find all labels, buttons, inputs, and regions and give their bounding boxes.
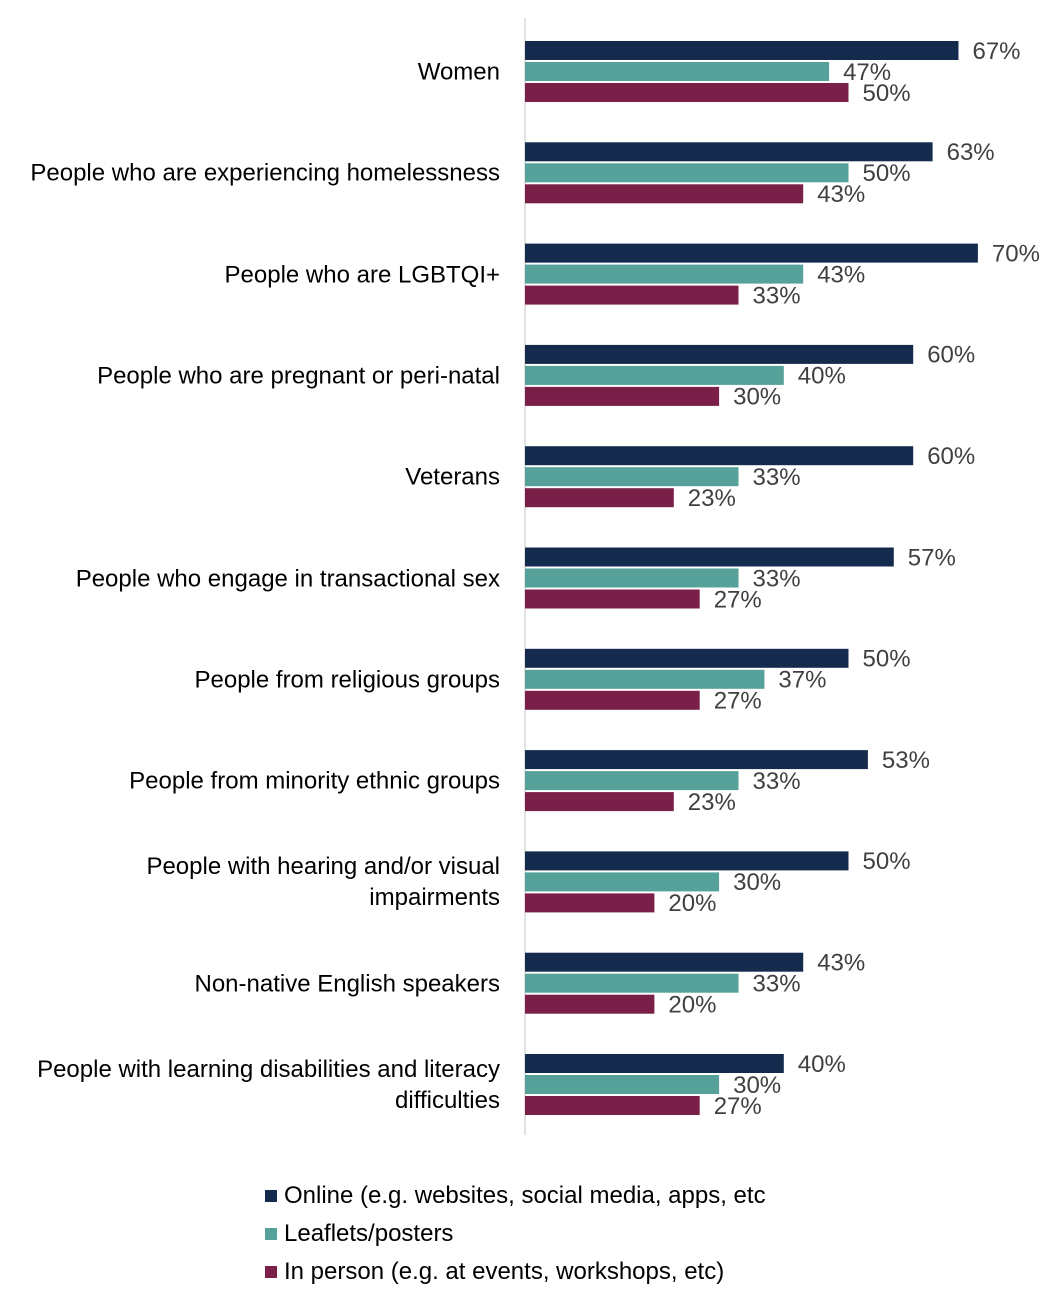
value-label: 20% <box>668 992 716 1019</box>
bar <box>525 568 739 588</box>
category-label: People from minority ethnic groups <box>129 767 500 795</box>
value-label: 33% <box>753 464 801 491</box>
value-label: 30% <box>733 869 781 896</box>
category-label: People who are pregnant or peri-natal <box>97 362 500 390</box>
value-label: 27% <box>714 586 762 613</box>
legend-label: Online (e.g. websites, social media, app… <box>284 1182 766 1209</box>
bar <box>525 285 739 305</box>
value-label: 37% <box>778 667 826 694</box>
bar <box>525 1096 700 1115</box>
legend-item: Leaflets/posters <box>265 1220 453 1248</box>
category-label: Veterans <box>405 463 500 491</box>
value-label: 60% <box>927 443 975 470</box>
bar <box>525 467 739 487</box>
legend-swatch <box>265 1190 277 1202</box>
bar <box>525 547 894 567</box>
bar <box>525 386 720 406</box>
legend-item: Online (e.g. websites, social media, app… <box>265 1182 766 1210</box>
value-label: 50% <box>863 80 911 107</box>
value-label: 57% <box>908 544 956 571</box>
value-label: 43% <box>817 261 865 288</box>
bar <box>525 690 700 710</box>
bar <box>525 243 978 263</box>
bar <box>525 872 720 892</box>
bar <box>525 1054 784 1073</box>
category-label: Women <box>417 58 500 86</box>
bar <box>525 83 849 102</box>
bar <box>525 973 739 993</box>
category-label: People who engage in transactional sex <box>75 565 500 592</box>
bar <box>525 163 849 183</box>
bar <box>525 648 849 668</box>
category-label: People with learning disabilities and li… <box>37 1056 500 1114</box>
bar <box>525 344 914 364</box>
bar <box>525 994 655 1014</box>
bar <box>525 365 784 385</box>
value-label: 53% <box>882 747 930 774</box>
bar <box>525 750 868 770</box>
value-label: 27% <box>714 688 762 715</box>
category-label: People who are LGBTQI+ <box>224 261 500 289</box>
legend-label: Leaflets/posters <box>284 1220 454 1247</box>
value-label: 33% <box>753 971 801 998</box>
category-label: People from religious groups <box>194 666 501 694</box>
value-label: 33% <box>753 768 801 795</box>
value-label: 47% <box>843 59 891 86</box>
bar <box>525 142 933 162</box>
legend-label: In person (e.g. at events, workshops, et… <box>284 1258 725 1285</box>
legend-item: In person (e.g. at events, workshops, et… <box>265 1258 724 1286</box>
bar <box>525 792 674 812</box>
value-label: 50% <box>863 160 911 187</box>
bar <box>525 41 959 60</box>
category-label: People who are experiencing homelessness <box>30 159 500 187</box>
value-label: 50% <box>863 646 911 673</box>
bar <box>525 851 849 871</box>
value-label: 23% <box>688 485 736 512</box>
category-label: People with hearing and/or visual impair… <box>146 853 500 912</box>
value-label: 40% <box>798 363 846 390</box>
value-label: 33% <box>753 565 801 592</box>
value-label: 50% <box>863 848 911 875</box>
value-label: 63% <box>947 139 995 166</box>
value-label: 70% <box>992 240 1040 267</box>
bar <box>525 62 830 81</box>
bar <box>525 589 700 609</box>
bar <box>525 184 804 204</box>
legend-swatch <box>265 1266 277 1278</box>
value-label: 43% <box>817 181 865 208</box>
value-label: 23% <box>688 789 736 816</box>
bar <box>525 893 655 913</box>
bar <box>525 1075 720 1094</box>
bar <box>525 669 765 689</box>
bar <box>525 264 804 284</box>
bar <box>525 488 674 508</box>
category-label: Non-native English speakers <box>194 970 501 998</box>
value-label: 60% <box>927 342 975 369</box>
value-label: 33% <box>753 282 801 309</box>
bar <box>525 952 804 972</box>
value-label: 43% <box>817 950 865 977</box>
value-label: 30% <box>733 384 781 411</box>
value-label: 30% <box>733 1072 781 1099</box>
value-label: 20% <box>668 890 716 917</box>
bar <box>525 446 914 466</box>
value-label: 40% <box>798 1051 846 1078</box>
value-label: 67% <box>972 38 1020 65</box>
legend-swatch <box>265 1228 277 1240</box>
bar <box>525 771 739 791</box>
value-label: 27% <box>714 1093 762 1120</box>
